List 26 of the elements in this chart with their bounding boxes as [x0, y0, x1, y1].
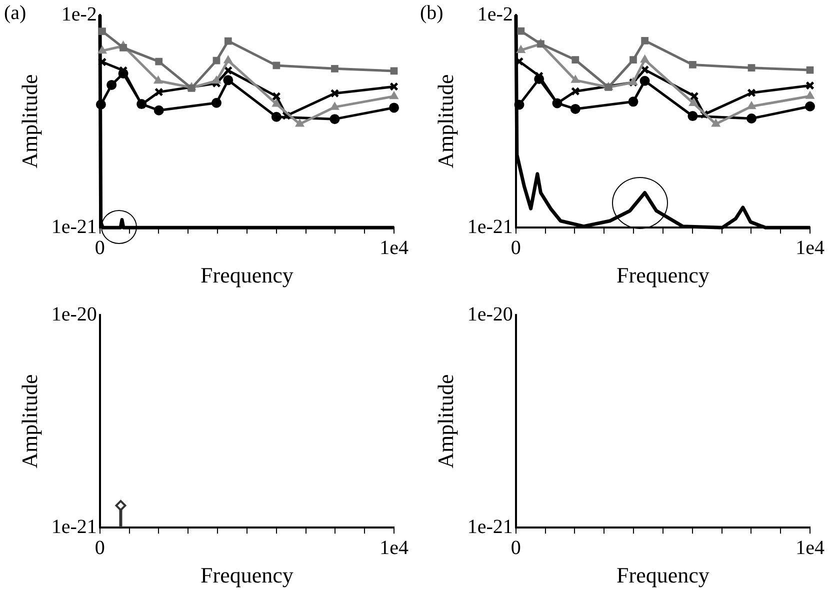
y-axis-title: Amplitude	[432, 74, 458, 168]
x-tick-label: 1e4	[380, 236, 408, 259]
x-tick-label: 1e4	[796, 236, 824, 259]
x-axis-title: Frequency	[200, 262, 294, 288]
chart-title: (b)	[420, 2, 444, 25]
x-tick-label: 0	[510, 536, 521, 559]
y-tick-label: 1e-20	[51, 303, 97, 326]
y-tick-label: 1e-21	[467, 216, 513, 238]
x-axis-title: Frequency	[200, 562, 294, 588]
x-tick-label: 1e4	[380, 536, 408, 559]
y-axis-title: Amplitude	[16, 374, 42, 468]
y-axis-title: Amplitude	[16, 74, 42, 168]
x-tick-label: 0	[94, 236, 105, 259]
y-tick-label: 1e-2	[477, 3, 513, 26]
y-tick-label: 1e-21	[467, 516, 513, 538]
y-tick-label: 1e-21	[51, 516, 97, 538]
y-axis-title: Amplitude	[432, 374, 458, 468]
y-tick-label: 1e-20	[467, 303, 513, 326]
x-tick-label: 0	[94, 536, 105, 559]
y-tick-label: 1e-2	[61, 3, 97, 26]
chart-title: (a)	[4, 2, 26, 25]
x-axis-title: Frequency	[616, 262, 710, 288]
x-axis-title: Frequency	[616, 562, 710, 588]
x-tick-label: 0	[510, 236, 521, 259]
x-tick-label: 1e4	[796, 536, 824, 559]
y-tick-label: 1e-21	[51, 216, 97, 238]
